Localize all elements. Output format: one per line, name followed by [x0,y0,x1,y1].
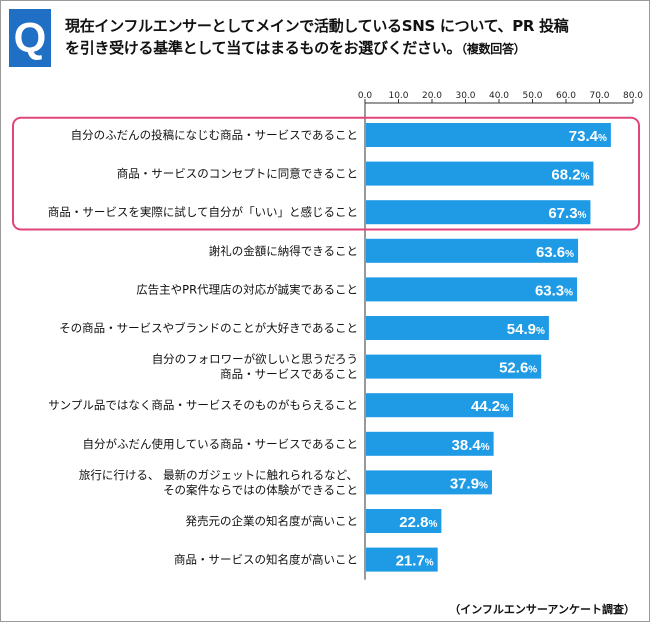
category-label: 商品・サービスの知名度が高いこと [174,553,358,567]
bar-value-label: 63.6% [536,244,574,261]
bar [366,123,611,147]
x-tick-label: 60.0 [556,91,576,101]
highlight-box [12,116,640,231]
x-tick-label: 50.0 [522,91,542,101]
category-label: 自分がふだん使用している商品・サービスであること [82,437,358,451]
bar-value-label: 44.2% [471,398,509,415]
question-line-1: 現在インフルエンサーとしてメインで活動しているSNS について、PR 投稿 [65,17,569,35]
x-tick-label: 20.0 [422,91,442,101]
bar-value-label: 21.7% [396,553,434,570]
category-label: 自分のふだんの投稿になじむ商品・サービスであること [71,128,358,142]
bar [366,393,514,418]
bar [366,316,549,340]
x-tick-label: 40.0 [489,91,509,101]
bar [366,238,579,263]
x-tick-label: 80.0 [623,91,643,101]
category-label: 発売元の企業の知名度が高いこと [186,514,359,528]
question-text: 現在インフルエンサーとしてメインで活動しているSNS について、PR 投稿 を引… [65,15,645,60]
category-label: 商品・サービスであること [220,367,358,381]
bar-value-label: 67.3% [548,205,586,222]
bar-value-label: 63.3% [535,282,573,299]
category-label: 謝礼の金額に納得できること [209,244,358,258]
question-note: （複数回答） [461,42,526,56]
category-label: その商品・サービスやブランドのことが大好きであること [59,321,358,335]
source-note: （インフルエンサーアンケート調査） [449,603,635,616]
bar-value-label: 22.8% [399,514,437,531]
bar [366,509,442,533]
bar-value-label: 38.4% [452,437,490,454]
category-label: 商品・サービスのコンセプトに同意できること [117,167,358,181]
bar [366,547,438,572]
bar-value-label: 68.2% [551,167,589,184]
category-label: サンプル品ではなく商品・サービスそのものがもらえること [48,398,358,412]
bar-value-label: 37.9% [450,475,488,492]
question-badge: Q [9,9,51,67]
bar [366,354,542,379]
bar [366,470,492,495]
bar [366,200,591,225]
bar [366,431,494,456]
x-tick-label: 30.0 [455,91,475,101]
category-label: 広告主やPR代理店の対応が誠実であること [136,282,358,296]
x-tick-label: 10.0 [388,91,408,101]
bar-value-label: 52.6% [499,360,537,377]
bar [366,161,594,186]
bar [366,277,578,302]
bar-value-label: 54.9% [507,321,545,338]
category-label: 旅行に行ける、 最新のガジェットに触れられるなど、 [79,468,358,482]
question-line-2: を引き受ける基準として当てはまるものをお選びください。 [65,39,462,57]
category-label: 自分のフォロワーが欲しいと思うだろう [152,352,358,366]
category-label: 商品・サービスを実際に試して自分が「いい」と感じること [48,205,358,219]
x-tick-label: 0.0 [358,91,373,101]
x-tick-label: 70.0 [589,91,609,101]
bar-value-label: 73.4% [569,128,607,145]
category-label: その案件ならではの体験ができること [163,483,358,497]
